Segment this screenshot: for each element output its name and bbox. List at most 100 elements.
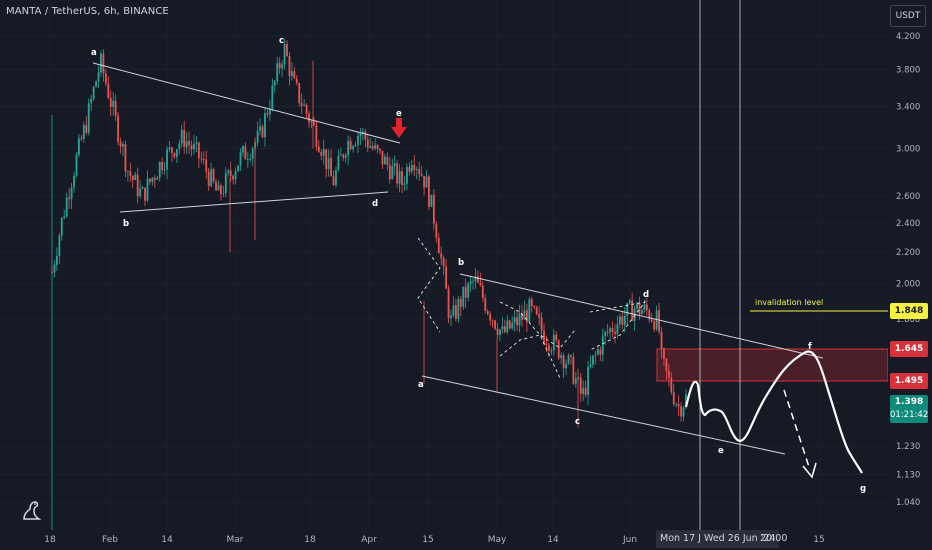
candle-body: [670, 377, 673, 393]
candle-body: [428, 176, 430, 207]
candle-body: [126, 171, 129, 173]
candle-body: [139, 188, 142, 197]
candle-body: [418, 169, 421, 175]
candle-body: [609, 328, 612, 333]
candle-body: [503, 326, 506, 332]
candle-body: [92, 87, 95, 99]
candle-body: [491, 320, 494, 322]
candle-body: [168, 147, 171, 150]
candle-body: [548, 345, 550, 351]
candle-body: [259, 126, 261, 131]
candle-body: [469, 281, 472, 284]
candle-body: [369, 146, 372, 148]
candle-body: [344, 155, 347, 158]
candle-body: [391, 166, 394, 180]
wave-label-d1: d: [372, 199, 378, 209]
candle-body: [195, 142, 198, 144]
candle-body: [144, 187, 146, 201]
candle-body: [237, 165, 239, 172]
candle-body: [202, 159, 205, 161]
wave-label-b1: b: [123, 219, 129, 229]
candle-body: [156, 177, 159, 180]
candle-body: [452, 305, 455, 316]
pattern-lines: [92, 62, 824, 455]
zone-top-price-tag: 1.645: [890, 341, 928, 357]
x-tick-label: 14: [547, 535, 559, 545]
candle-body: [525, 310, 528, 323]
candle-body: [313, 121, 315, 126]
candle-body: [242, 146, 244, 153]
y-tick-label: 3.000: [896, 144, 920, 154]
candle-body: [584, 387, 587, 395]
candle-body: [667, 370, 670, 378]
candle-body: [413, 164, 416, 170]
wave-labels: a b c d e a b c d e f g: [91, 36, 866, 494]
candle-body: [256, 130, 259, 143]
candle-body: [406, 166, 408, 184]
wave-label-d2: d: [643, 290, 649, 300]
candle-body: [560, 355, 563, 359]
candle-body: [366, 139, 369, 148]
candle-body: [90, 98, 93, 104]
sub-wave-dashes: [417, 237, 646, 379]
candle-body: [300, 103, 303, 106]
candle-body: [415, 169, 418, 171]
candle-body: [68, 197, 71, 200]
candle-body: [643, 304, 646, 311]
candle-body: [582, 387, 585, 394]
wave-label-e1: e: [396, 109, 402, 119]
candle-body: [403, 183, 406, 186]
candle-body: [119, 141, 122, 147]
candle-body: [454, 305, 457, 319]
candle-body: [388, 164, 391, 180]
candle-body: [464, 286, 467, 298]
candle-body: [185, 141, 188, 148]
candle-body: [303, 104, 306, 106]
candle-body: [352, 146, 354, 150]
candle-body: [251, 148, 254, 159]
candle-body: [129, 171, 132, 177]
candle-body: [518, 313, 521, 326]
candle-body: [63, 216, 66, 218]
candle-body: [180, 130, 183, 144]
candle-body: [663, 348, 665, 359]
candle-body: [579, 377, 582, 394]
currency-unit-button[interactable]: USDT: [890, 5, 926, 27]
y-axis: 4.200 3.800 3.400 3.000 2.600 2.400 2.200 2.000…: [888, 0, 932, 530]
candle-body: [232, 175, 235, 180]
candle-body: [100, 53, 102, 73]
candle-body: [479, 282, 482, 286]
candle-body: [107, 83, 110, 99]
candle-body: [489, 314, 492, 321]
candle-body: [393, 163, 396, 167]
candle-body: [494, 320, 496, 329]
candle-body: [227, 170, 230, 174]
candle-body: [188, 141, 190, 146]
candle-body: [650, 319, 653, 322]
candle-body: [445, 266, 448, 289]
invalidation-level-label: invalidation level: [755, 298, 823, 307]
candle-body: [117, 115, 119, 142]
candle-body: [146, 178, 149, 201]
candle-body: [75, 154, 78, 176]
crosshair-time: 20:00: [760, 533, 788, 544]
candle-body: [626, 303, 629, 316]
candle-body: [557, 340, 560, 359]
candle-body: [53, 264, 56, 273]
crosshair-date-1: Mon 17 Ju: [656, 530, 711, 548]
candle-body: [574, 378, 577, 384]
candle-body: [425, 176, 428, 188]
candle-body: [481, 285, 484, 299]
candle-body: [410, 164, 413, 172]
grid-lines: [0, 35, 888, 503]
candle-body: [359, 133, 362, 136]
candle-body: [136, 174, 139, 197]
candle-body: [163, 169, 166, 171]
y-tick-label: 1.040: [896, 498, 920, 508]
candle-body: [364, 131, 367, 140]
candle-body: [207, 171, 210, 186]
red-arrow-icon: [391, 118, 407, 138]
bar-countdown: 01:21:42: [890, 410, 929, 420]
candle-body: [212, 169, 215, 182]
